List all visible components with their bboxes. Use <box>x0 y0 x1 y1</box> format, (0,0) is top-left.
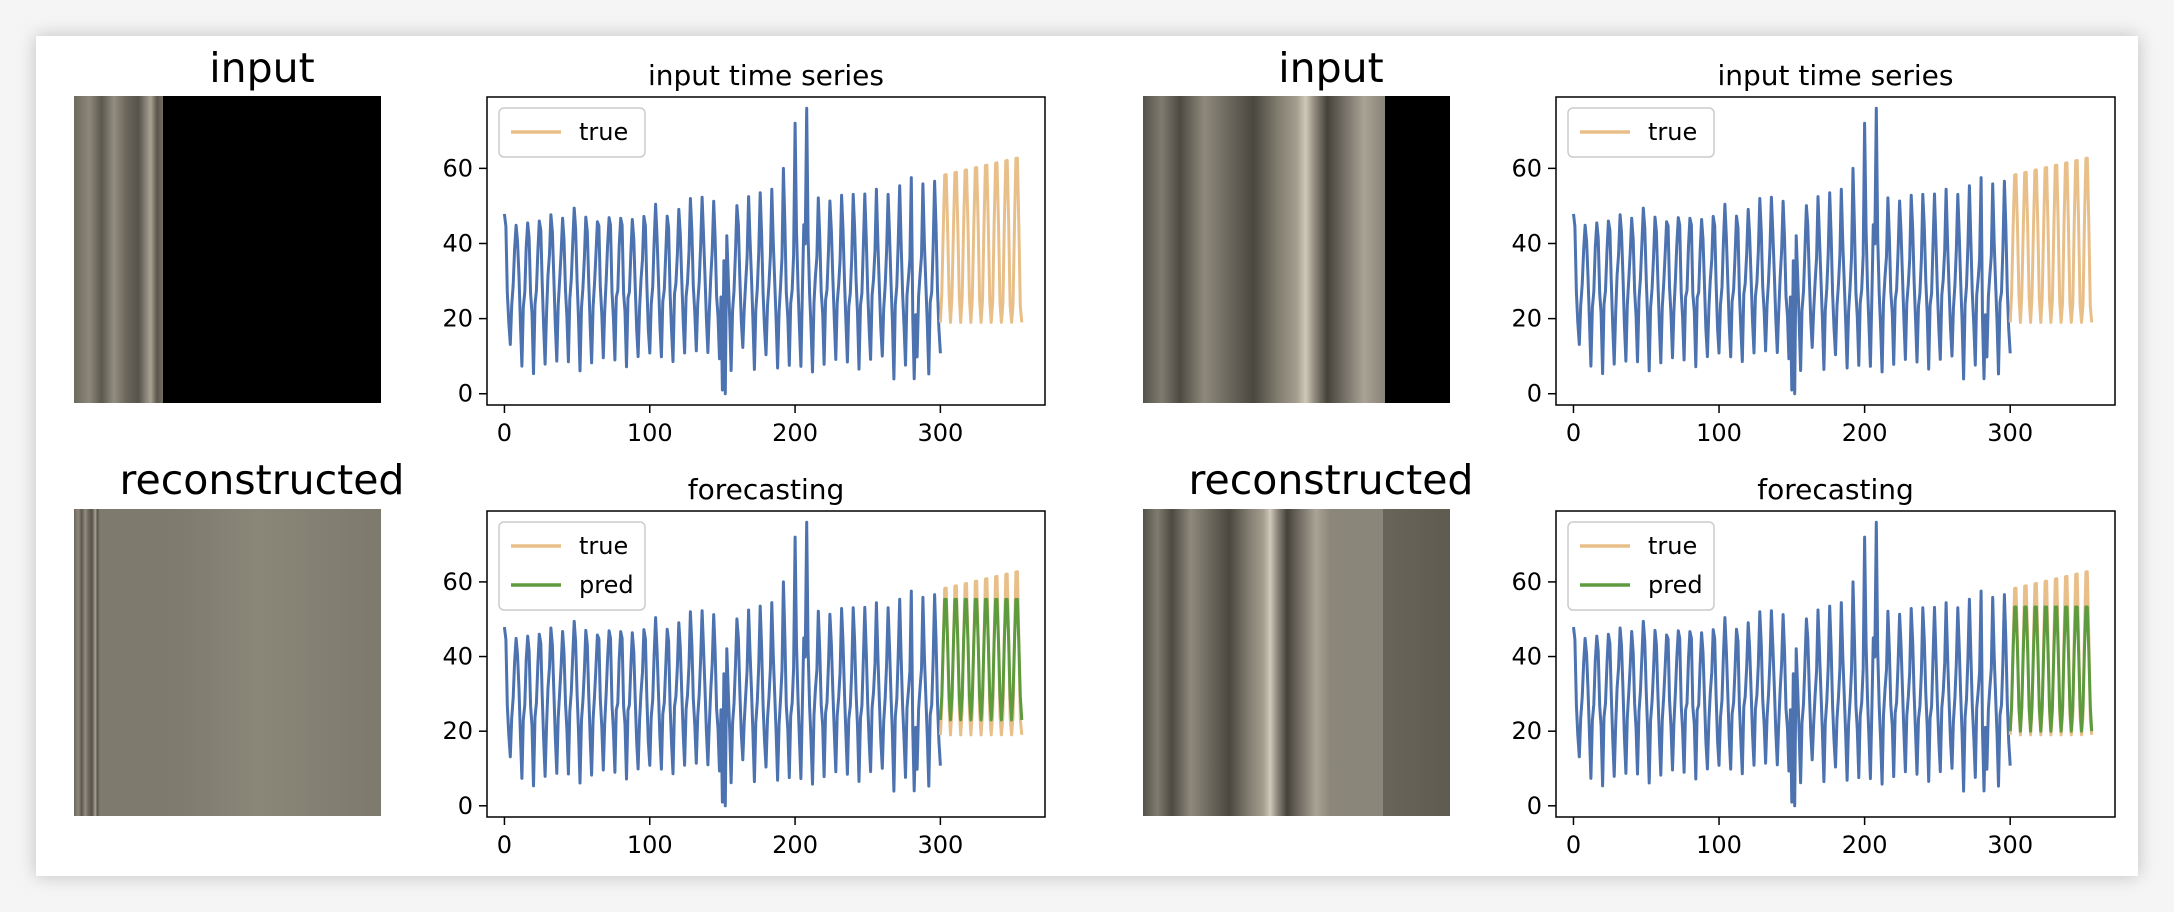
y-tick-label: 20 <box>1511 717 1542 745</box>
x-tick-label: 200 <box>772 419 818 447</box>
chart-title: forecasting <box>688 473 845 506</box>
pred-series-line <box>2008 605 2094 733</box>
axes-frame <box>1555 96 2116 406</box>
input-image-right <box>1143 96 1450 403</box>
y-tick-label: 0 <box>1527 380 1542 408</box>
chart-title: input time series <box>1717 59 1953 92</box>
y-tick-label: 0 <box>1527 792 1542 820</box>
chart-forecasting-right: forecasting 0 100 200 300 0 20 40 60 true pred <box>1511 473 2116 859</box>
true-series-line <box>2008 156 2094 324</box>
input-image-title: input <box>209 44 315 92</box>
image-texture <box>1143 509 1383 816</box>
pred-series-line <box>938 597 1024 722</box>
legend-box <box>498 521 646 611</box>
x-tick-label: 300 <box>917 831 963 859</box>
y-tick-label: 40 <box>1511 643 1542 671</box>
legend-label-true: true <box>1648 532 1697 560</box>
reconstructed-image <box>74 509 381 816</box>
legend-label-true: true <box>1648 118 1697 146</box>
y-tick-label: 40 <box>1511 229 1542 257</box>
x-tick-label: 300 <box>1987 831 2033 859</box>
reconstructed-image-svg-right <box>1143 509 1450 816</box>
reconstructed-image-title-right: reconstructed <box>1188 456 1474 504</box>
y-tick-label: 60 <box>442 568 473 596</box>
reconstructed-image-right <box>1143 509 1450 816</box>
y-tick-label: 20 <box>442 305 473 333</box>
plot-area <box>1572 520 2094 808</box>
y-tick-label: 20 <box>1511 305 1542 333</box>
y-tick-label: 0 <box>458 380 473 408</box>
legend-label-true: true <box>579 118 628 146</box>
axes-frame <box>1555 510 2116 818</box>
x-tick-label: 200 <box>1842 419 1888 447</box>
legend-box <box>1567 107 1715 158</box>
chart-title: forecasting <box>1757 473 1914 506</box>
chart-input-time-series-left: input time series 0 100 200 300 0 20 40 60 true <box>442 59 1046 447</box>
plot-area <box>1572 106 2094 396</box>
image-texture <box>74 509 160 816</box>
x-tick-label: 0 <box>1566 831 1581 859</box>
y-tick-label: 40 <box>442 643 473 671</box>
x-tick-label: 0 <box>497 831 512 859</box>
legend-box <box>498 107 646 158</box>
chart-forecasting-left: forecasting 0 100 200 300 0 20 40 60 true pred <box>442 473 1046 859</box>
legend-label-true: true <box>579 532 628 560</box>
x-tick-label: 300 <box>917 419 963 447</box>
chart-title: input time series <box>648 59 884 92</box>
image-mask <box>163 96 381 403</box>
input-series-line <box>1572 106 2012 396</box>
legend-box <box>1567 521 1715 611</box>
input-series-line <box>502 106 942 396</box>
x-tick-label: 100 <box>627 419 673 447</box>
x-tick-label: 0 <box>497 419 512 447</box>
x-tick-label: 0 <box>1566 419 1581 447</box>
input-image-svg-right <box>1143 96 1450 403</box>
input-image-svg <box>74 96 381 403</box>
axes-frame <box>486 96 1046 406</box>
legend-label-pred: pred <box>1648 571 1703 599</box>
y-tick-label: 0 <box>458 792 473 820</box>
y-tick-label: 60 <box>1511 154 1542 182</box>
true-series-line <box>938 156 1024 324</box>
image-mask <box>1385 96 1450 403</box>
reconstructed-image-title: reconstructed <box>119 456 405 504</box>
x-tick-label: 100 <box>1696 419 1742 447</box>
y-tick-label: 60 <box>442 154 473 182</box>
reconstructed-image-svg <box>74 509 381 816</box>
input-series-line <box>502 520 942 808</box>
y-tick-label: 60 <box>1511 568 1542 596</box>
plot-area <box>502 106 1024 396</box>
input-series-line <box>1572 520 2012 808</box>
chart-input-time-series-right: input time series 0 100 200 300 0 20 40 60 true <box>1511 59 2116 447</box>
legend-label-pred: pred <box>579 571 634 599</box>
axes-frame <box>486 510 1046 818</box>
input-image-title-right: input <box>1278 44 1384 92</box>
x-tick-label: 200 <box>1842 831 1888 859</box>
plot-area <box>502 520 1024 808</box>
x-tick-label: 100 <box>627 831 673 859</box>
x-tick-label: 200 <box>772 831 818 859</box>
x-tick-label: 100 <box>1696 831 1742 859</box>
input-image <box>74 96 381 403</box>
y-tick-label: 40 <box>442 229 473 257</box>
figure: input reconstructed input reconstructed … <box>36 36 2138 876</box>
x-tick-label: 300 <box>1987 419 2033 447</box>
y-tick-label: 20 <box>442 717 473 745</box>
